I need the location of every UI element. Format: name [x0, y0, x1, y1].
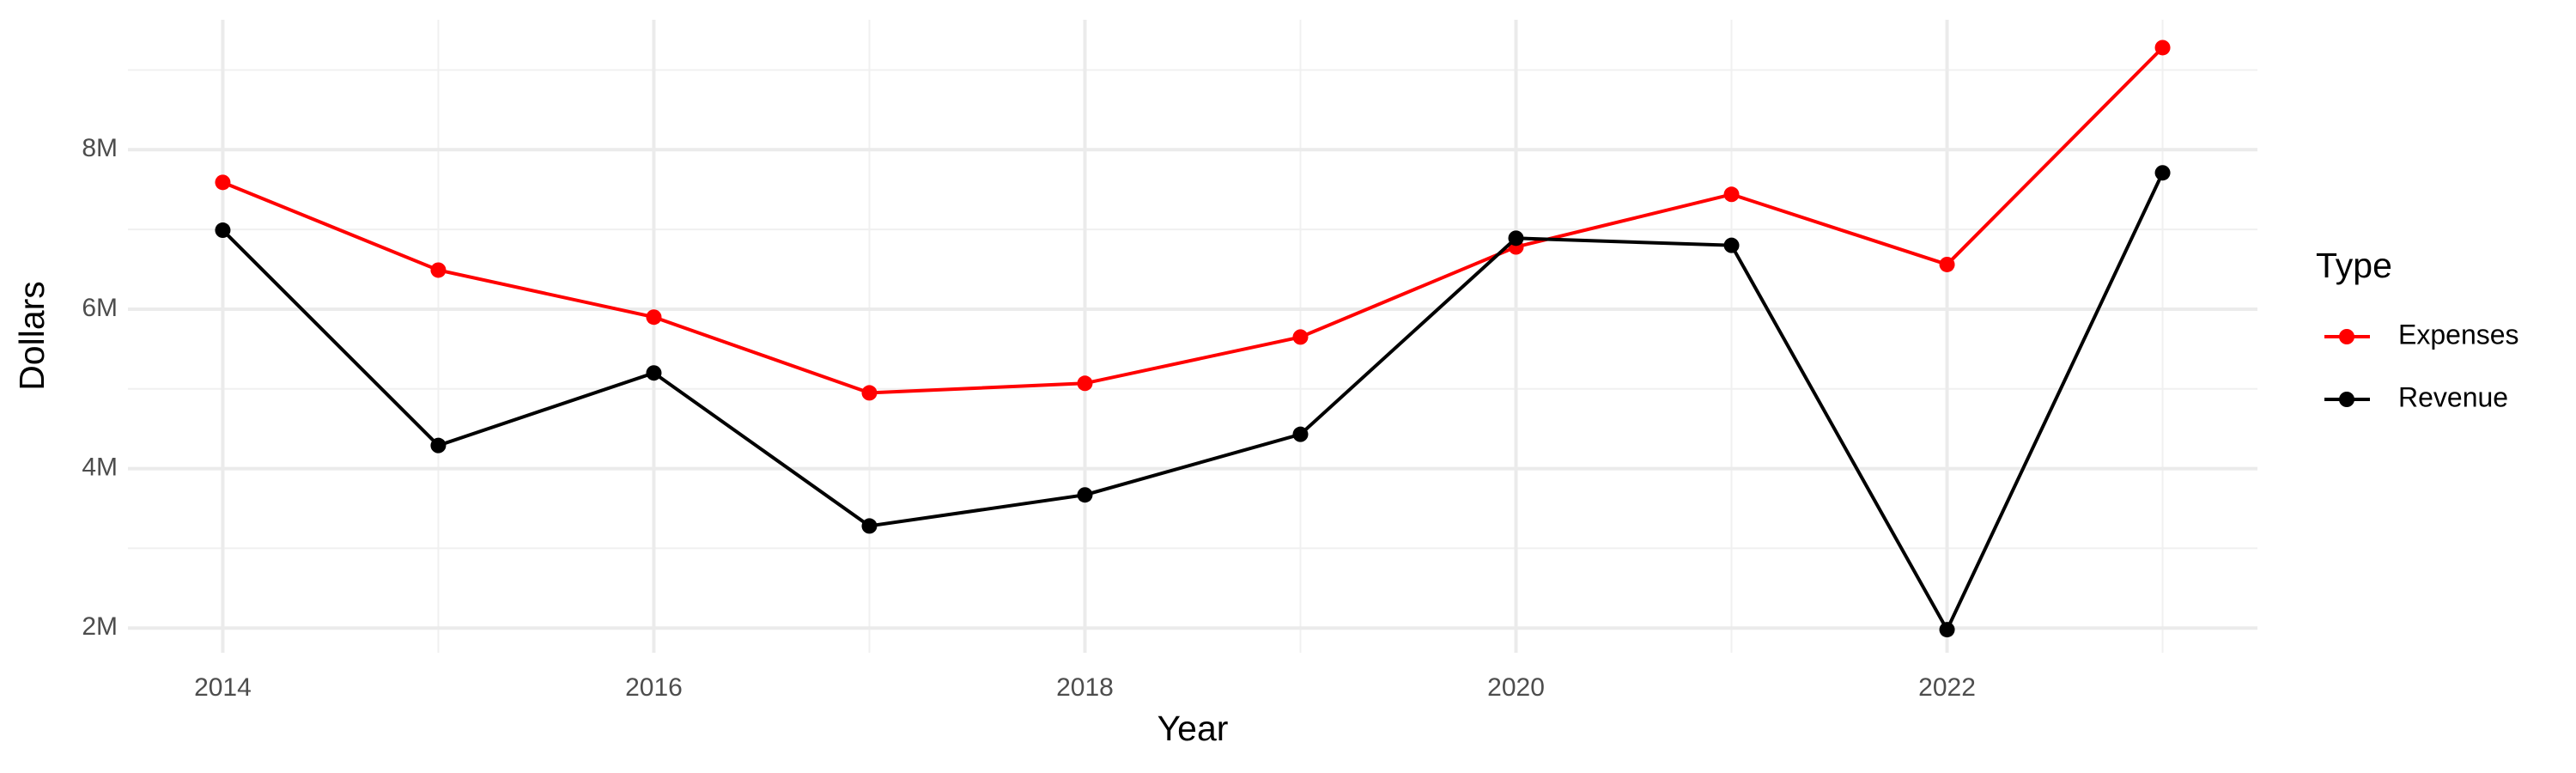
- data-point: [215, 222, 231, 239]
- data-point: [1508, 230, 1524, 247]
- x-tick-label: 2020: [1487, 673, 1545, 702]
- x-tick-label: 2014: [194, 673, 252, 702]
- x-tick-label: 2022: [1918, 673, 1976, 702]
- y-axis-title: Dollars: [12, 281, 52, 391]
- x-tick-label: 2016: [625, 673, 683, 702]
- series-line: [222, 46, 2164, 395]
- data-point: [1292, 329, 1309, 345]
- y-tick-label: 2M: [82, 612, 118, 641]
- y-tick-label: 6M: [82, 294, 118, 322]
- x-tick-label: 2018: [1056, 673, 1114, 702]
- data-point: [1292, 426, 1309, 442]
- data-point: [646, 365, 662, 381]
- legend-label: Revenue: [2398, 381, 2508, 412]
- y-tick-label: 4M: [82, 453, 118, 482]
- data-point: [861, 518, 878, 534]
- data-point: [2154, 40, 2171, 56]
- legend-marker: [2339, 329, 2354, 344]
- data-point: [430, 437, 447, 453]
- data-point: [1939, 622, 1955, 638]
- legend-title: Type: [2316, 246, 2392, 285]
- data-point: [1723, 186, 1740, 203]
- data-point: [1723, 237, 1740, 253]
- series-line: [222, 172, 2165, 634]
- data-point: [2154, 165, 2171, 181]
- x-axis-title: Year: [1157, 709, 1229, 748]
- legend-marker: [2339, 392, 2354, 407]
- data-point: [1939, 256, 1955, 272]
- data-point: [646, 309, 662, 326]
- data-point: [1077, 487, 1093, 503]
- legend-label: Expenses: [2398, 319, 2519, 350]
- data-point: [1077, 375, 1093, 392]
- data-point: [861, 385, 878, 401]
- data-point: [430, 262, 447, 278]
- y-tick-label: 8M: [82, 134, 118, 162]
- data-point: [215, 174, 231, 191]
